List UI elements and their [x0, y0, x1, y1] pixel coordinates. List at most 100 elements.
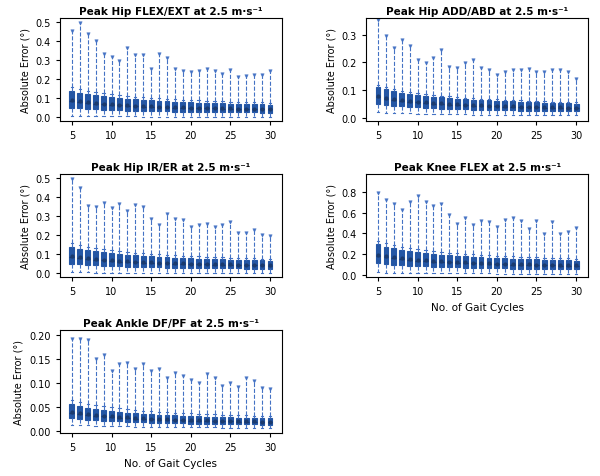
- PathPatch shape: [77, 93, 82, 109]
- PathPatch shape: [85, 251, 90, 266]
- PathPatch shape: [542, 103, 547, 112]
- PathPatch shape: [117, 412, 122, 422]
- Y-axis label: Absolute Error (°): Absolute Error (°): [14, 339, 24, 424]
- PathPatch shape: [204, 417, 209, 424]
- PathPatch shape: [77, 407, 82, 419]
- PathPatch shape: [181, 103, 185, 112]
- PathPatch shape: [70, 91, 74, 109]
- Title: Peak Knee FLEX at 2.5 m·s⁻¹: Peak Knee FLEX at 2.5 m·s⁻¹: [394, 163, 560, 173]
- PathPatch shape: [188, 416, 193, 424]
- PathPatch shape: [407, 252, 412, 266]
- Title: Peak Hip ADD/ABD at 2.5 m·s⁻¹: Peak Hip ADD/ABD at 2.5 m·s⁻¹: [386, 7, 568, 17]
- PathPatch shape: [455, 256, 460, 268]
- PathPatch shape: [101, 410, 106, 421]
- PathPatch shape: [431, 254, 436, 267]
- PathPatch shape: [534, 260, 539, 269]
- PathPatch shape: [172, 102, 178, 112]
- Title: Peak Hip IR/ER at 2.5 m·s⁻¹: Peak Hip IR/ER at 2.5 m·s⁻¹: [91, 163, 251, 173]
- PathPatch shape: [391, 92, 397, 107]
- PathPatch shape: [236, 105, 241, 113]
- PathPatch shape: [117, 255, 122, 267]
- PathPatch shape: [181, 258, 185, 268]
- PathPatch shape: [251, 418, 257, 425]
- PathPatch shape: [566, 104, 571, 112]
- PathPatch shape: [164, 258, 169, 268]
- PathPatch shape: [244, 260, 248, 269]
- PathPatch shape: [251, 105, 257, 113]
- PathPatch shape: [502, 258, 507, 269]
- PathPatch shape: [196, 103, 201, 113]
- PathPatch shape: [228, 260, 233, 269]
- PathPatch shape: [268, 261, 272, 269]
- PathPatch shape: [117, 99, 122, 111]
- PathPatch shape: [526, 103, 531, 111]
- PathPatch shape: [447, 99, 452, 109]
- PathPatch shape: [510, 259, 515, 269]
- PathPatch shape: [70, 247, 74, 264]
- PathPatch shape: [244, 105, 248, 113]
- PathPatch shape: [447, 256, 452, 268]
- PathPatch shape: [431, 98, 436, 109]
- PathPatch shape: [157, 258, 161, 268]
- PathPatch shape: [149, 414, 154, 423]
- PathPatch shape: [494, 101, 499, 111]
- PathPatch shape: [164, 102, 169, 112]
- PathPatch shape: [400, 250, 404, 266]
- PathPatch shape: [487, 101, 491, 111]
- PathPatch shape: [109, 254, 114, 267]
- PathPatch shape: [220, 260, 225, 269]
- Y-axis label: Absolute Error (°): Absolute Error (°): [20, 28, 30, 113]
- PathPatch shape: [212, 104, 217, 113]
- PathPatch shape: [526, 259, 531, 269]
- PathPatch shape: [172, 258, 178, 268]
- PathPatch shape: [244, 418, 248, 425]
- PathPatch shape: [510, 102, 515, 111]
- PathPatch shape: [188, 103, 193, 112]
- Y-axis label: Absolute Error (°): Absolute Error (°): [326, 28, 336, 113]
- PathPatch shape: [172, 416, 178, 423]
- PathPatch shape: [574, 104, 578, 112]
- PathPatch shape: [236, 260, 241, 269]
- PathPatch shape: [141, 414, 146, 423]
- PathPatch shape: [423, 254, 428, 267]
- PathPatch shape: [470, 257, 476, 268]
- PathPatch shape: [494, 258, 499, 269]
- PathPatch shape: [415, 253, 420, 267]
- PathPatch shape: [439, 255, 444, 268]
- PathPatch shape: [133, 256, 138, 268]
- PathPatch shape: [220, 417, 225, 424]
- PathPatch shape: [101, 97, 106, 110]
- PathPatch shape: [101, 253, 106, 266]
- Title: Peak Ankle DF/PF at 2.5 m·s⁻¹: Peak Ankle DF/PF at 2.5 m·s⁻¹: [83, 318, 259, 328]
- PathPatch shape: [574, 261, 578, 270]
- PathPatch shape: [542, 260, 547, 269]
- X-axis label: No. of Gait Cycles: No. of Gait Cycles: [124, 458, 217, 468]
- PathPatch shape: [251, 261, 257, 269]
- PathPatch shape: [236, 418, 241, 425]
- PathPatch shape: [77, 249, 82, 265]
- PathPatch shape: [479, 101, 484, 110]
- PathPatch shape: [164, 415, 169, 423]
- PathPatch shape: [196, 416, 201, 424]
- Y-axis label: Absolute Error (°): Absolute Error (°): [326, 184, 336, 268]
- PathPatch shape: [93, 409, 98, 420]
- PathPatch shape: [376, 245, 380, 264]
- PathPatch shape: [181, 416, 185, 424]
- PathPatch shape: [70, 405, 74, 418]
- PathPatch shape: [534, 103, 539, 111]
- PathPatch shape: [133, 100, 138, 111]
- PathPatch shape: [268, 105, 272, 113]
- PathPatch shape: [212, 259, 217, 268]
- Y-axis label: Absolute Error (°): Absolute Error (°): [20, 184, 30, 268]
- PathPatch shape: [558, 260, 563, 269]
- PathPatch shape: [196, 259, 201, 268]
- PathPatch shape: [407, 95, 412, 108]
- PathPatch shape: [550, 104, 555, 112]
- PathPatch shape: [93, 96, 98, 110]
- PathPatch shape: [518, 102, 523, 111]
- PathPatch shape: [463, 100, 467, 110]
- PathPatch shape: [376, 88, 380, 105]
- PathPatch shape: [157, 415, 161, 423]
- PathPatch shape: [260, 261, 265, 269]
- PathPatch shape: [415, 96, 420, 108]
